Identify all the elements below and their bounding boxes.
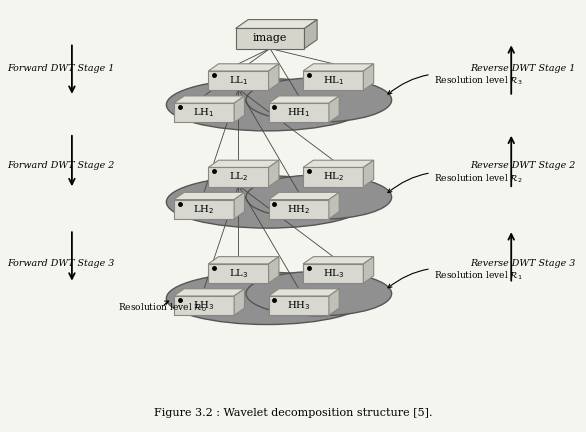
- Ellipse shape: [166, 272, 368, 324]
- Polygon shape: [329, 96, 339, 122]
- Text: LH$_2$: LH$_2$: [193, 203, 214, 216]
- Polygon shape: [268, 257, 279, 283]
- Polygon shape: [303, 257, 374, 264]
- Polygon shape: [174, 289, 244, 296]
- Polygon shape: [303, 160, 374, 168]
- Text: LH$_1$: LH$_1$: [193, 106, 214, 119]
- Text: Resolution level $\mathcal{R}_3$: Resolution level $\mathcal{R}_3$: [388, 74, 523, 94]
- Polygon shape: [268, 296, 329, 315]
- Polygon shape: [303, 264, 363, 283]
- Polygon shape: [174, 200, 234, 219]
- Text: HH$_2$: HH$_2$: [287, 203, 311, 216]
- Polygon shape: [268, 64, 279, 90]
- Polygon shape: [363, 64, 374, 90]
- Polygon shape: [234, 96, 244, 122]
- Text: HL$_1$: HL$_1$: [322, 74, 344, 87]
- Text: Forward DWT Stage 1: Forward DWT Stage 1: [7, 64, 114, 73]
- Ellipse shape: [246, 271, 391, 316]
- Polygon shape: [174, 296, 234, 315]
- Polygon shape: [363, 257, 374, 283]
- Text: Reverse DWT Stage 1: Reverse DWT Stage 1: [470, 64, 575, 73]
- Polygon shape: [305, 19, 317, 48]
- Text: LL$_3$: LL$_3$: [229, 267, 248, 280]
- Polygon shape: [303, 168, 363, 187]
- Ellipse shape: [166, 79, 368, 131]
- Polygon shape: [174, 96, 244, 103]
- Text: image: image: [253, 33, 287, 44]
- Text: HL$_2$: HL$_2$: [323, 171, 344, 184]
- Polygon shape: [268, 289, 339, 296]
- Polygon shape: [208, 257, 279, 264]
- Polygon shape: [268, 96, 339, 103]
- Polygon shape: [268, 192, 339, 200]
- Text: HL$_3$: HL$_3$: [322, 267, 344, 280]
- Ellipse shape: [166, 176, 368, 228]
- Polygon shape: [268, 160, 279, 187]
- Text: LL$_1$: LL$_1$: [229, 74, 248, 87]
- Text: Figure 3.2 : Wavelet decomposition structure [5].: Figure 3.2 : Wavelet decomposition struc…: [154, 408, 432, 418]
- Polygon shape: [329, 289, 339, 315]
- Polygon shape: [234, 289, 244, 315]
- Polygon shape: [208, 264, 268, 283]
- Text: LH$_3$: LH$_3$: [193, 299, 214, 312]
- Polygon shape: [303, 71, 363, 90]
- Text: Resolution level $\mathcal{R}_1$: Resolution level $\mathcal{R}_1$: [388, 269, 523, 288]
- Polygon shape: [208, 160, 279, 168]
- Polygon shape: [236, 29, 305, 48]
- Text: LL$_2$: LL$_2$: [229, 171, 248, 184]
- Polygon shape: [208, 64, 279, 71]
- Polygon shape: [174, 192, 244, 200]
- Text: HH$_3$: HH$_3$: [287, 299, 311, 312]
- Polygon shape: [268, 103, 329, 122]
- Ellipse shape: [246, 175, 391, 219]
- Text: Forward DWT Stage 2: Forward DWT Stage 2: [7, 161, 114, 169]
- Polygon shape: [236, 19, 317, 29]
- Text: Resolution level $\mathcal{R}_2$: Resolution level $\mathcal{R}_2$: [388, 173, 523, 193]
- Polygon shape: [208, 168, 268, 187]
- Polygon shape: [268, 200, 329, 219]
- Ellipse shape: [246, 78, 391, 122]
- Text: Reverse DWT Stage 3: Reverse DWT Stage 3: [470, 259, 575, 268]
- Text: Reverse DWT Stage 2: Reverse DWT Stage 2: [470, 161, 575, 169]
- Polygon shape: [329, 192, 339, 219]
- Polygon shape: [174, 103, 234, 122]
- Text: HH$_1$: HH$_1$: [287, 106, 311, 119]
- Text: Resolution level $\mathcal{R}_0$: Resolution level $\mathcal{R}_0$: [118, 301, 207, 314]
- Polygon shape: [303, 64, 374, 71]
- Polygon shape: [234, 192, 244, 219]
- Polygon shape: [363, 160, 374, 187]
- Text: Forward DWT Stage 3: Forward DWT Stage 3: [7, 259, 114, 268]
- Polygon shape: [208, 71, 268, 90]
